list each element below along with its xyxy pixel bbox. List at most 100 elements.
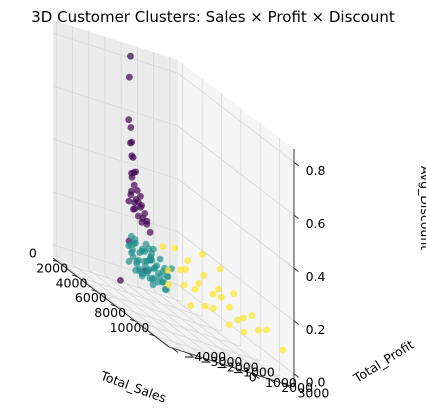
data-point: [149, 281, 157, 289]
x-tick-label: 4000: [56, 275, 88, 290]
grid-lines: [52, 21, 295, 385]
data-point: [184, 257, 192, 264]
y-tick-mark: [253, 373, 260, 379]
data-point: [137, 204, 144, 211]
x-tick-mark: [110, 304, 116, 307]
grid-line: [104, 274, 222, 364]
z-tick-label: 0.2: [306, 322, 326, 337]
data-point: [159, 243, 167, 251]
grid-line: [96, 290, 222, 332]
grid-line: [135, 320, 261, 362]
grid-line: [52, 138, 179, 180]
z-tick-label: 0.4: [306, 269, 326, 284]
data-point: [171, 244, 178, 252]
data-point: [159, 278, 167, 286]
data-point: [135, 257, 143, 264]
grid-line: [120, 279, 238, 370]
x-tick-label: 0: [29, 246, 37, 261]
y-tick-label: −3000: [200, 354, 242, 369]
data-point: [131, 236, 139, 243]
z-tick-label: 0.0: [306, 375, 326, 390]
x-tick-mark: [72, 274, 78, 277]
z-tick-mark: [293, 161, 299, 167]
z-tick-label: 0.8: [306, 163, 326, 178]
data-point: [136, 267, 144, 275]
z-tick-label: 0.6: [306, 216, 326, 231]
y-axis-line: [168, 346, 295, 388]
y-tick-mark: [171, 347, 179, 353]
data-point: [125, 116, 133, 124]
data-point: [255, 327, 262, 334]
z-tick-mark: [293, 214, 299, 220]
data-point: [177, 266, 185, 274]
data-point: [147, 253, 154, 261]
data-point: [164, 273, 172, 281]
data-point: [144, 267, 152, 275]
data-point: [225, 321, 233, 329]
grid-line: [52, 85, 179, 127]
data-point: [130, 205, 137, 213]
data-point: [125, 197, 133, 205]
data-point: [156, 255, 164, 263]
z-tick-mark: [293, 320, 299, 325]
data-point: [127, 139, 134, 147]
z-axis-label: Avg_Discount: [418, 166, 426, 250]
grid-line: [72, 263, 189, 354]
grid-line: [177, 178, 295, 269]
data-point: [129, 253, 137, 261]
data-point: [125, 258, 133, 265]
y-tick-mark: [285, 384, 292, 390]
y-tick-mark: [188, 352, 195, 359]
data-points: [117, 52, 287, 354]
x-tick-mark: [91, 289, 97, 292]
data-point: [209, 304, 217, 312]
x-tick-mark: [52, 259, 58, 263]
data-point: [199, 250, 206, 258]
data-point: [128, 174, 136, 181]
data-point: [187, 302, 195, 309]
data-point: [263, 326, 270, 334]
grid-line: [56, 258, 173, 349]
data-point: [148, 275, 156, 283]
x-tick-label: 6000: [75, 290, 107, 305]
data-point: [156, 273, 164, 280]
grid-line: [177, 231, 295, 322]
grid-line: [177, 125, 295, 216]
data-point: [131, 199, 139, 206]
data-point: [209, 290, 217, 298]
floor-pane: [53, 258, 294, 387]
data-point: [200, 272, 208, 279]
data-point: [117, 277, 124, 284]
x-tick-label: 8000: [94, 305, 126, 320]
data-point: [133, 187, 141, 194]
data-point: [129, 154, 137, 161]
x-tick-label: 10000: [110, 320, 150, 335]
y-tick-label: 2000: [281, 380, 313, 395]
y-tick-mark: [236, 368, 244, 374]
data-point: [138, 218, 146, 226]
grid-line: [77, 276, 203, 317]
data-point: [150, 245, 157, 253]
y-tick-mark: [269, 378, 276, 385]
x-tick-label: 2000: [36, 261, 68, 276]
grid-line: [115, 305, 241, 347]
data-point: [127, 124, 135, 131]
data-point: [127, 52, 134, 60]
data-point: [164, 266, 172, 274]
grid-line: [154, 335, 280, 377]
data-point: [125, 73, 133, 81]
data-point: [180, 281, 188, 289]
data-point: [248, 312, 256, 319]
y-tick-label: −4000: [184, 349, 226, 364]
y-axis-label: Total_Profit: [350, 337, 417, 386]
data-point: [126, 241, 134, 249]
data-point: [230, 290, 238, 297]
data-point: [234, 316, 241, 324]
y-tick-label: −2000: [216, 359, 258, 374]
data-point: [226, 303, 233, 311]
grid-line: [137, 284, 254, 375]
data-point: [240, 314, 248, 322]
data-point: [146, 228, 154, 236]
chart-title: 3D Customer Clusters: Sales × Profit × D…: [31, 8, 395, 26]
